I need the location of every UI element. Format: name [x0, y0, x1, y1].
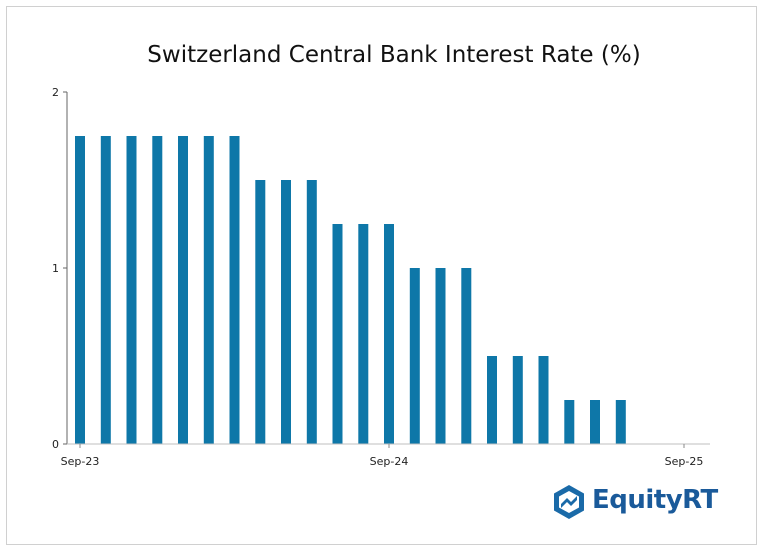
- bar-apr-25: [564, 400, 575, 444]
- chart-title: Switzerland Central Bank Interest Rate (…: [147, 42, 641, 68]
- equityrt-logo: EquityRT: [551, 484, 721, 520]
- x-tick-label-sep-25: Sep-25: [665, 455, 704, 468]
- bar-may-24: [281, 180, 291, 444]
- axes-group: 0 1 2 Sep-23 Sep-24 Sep-25: [52, 86, 710, 468]
- bar-jul-24: [332, 224, 343, 444]
- x-tick-label-sep-23: Sep-23: [61, 455, 100, 468]
- bar-nov-23: [126, 136, 137, 444]
- y-tick-label-1: 1: [52, 262, 59, 275]
- bar-jan-25: [487, 356, 497, 444]
- x-tick-label-sep-24: Sep-24: [370, 455, 409, 468]
- bars-group: [75, 136, 626, 444]
- bar-dec-24: [461, 268, 472, 444]
- bar-dec-23: [152, 136, 163, 444]
- bar-jan-24: [178, 136, 188, 444]
- bar-aug-24: [358, 224, 369, 444]
- y-tick-label-2: 2: [52, 86, 59, 99]
- y-tick-label-0: 0: [52, 438, 59, 451]
- equityrt-logo-icon: [554, 485, 584, 519]
- bar-oct-24: [409, 268, 420, 444]
- bar-mar-25: [538, 356, 549, 444]
- bar-may-25: [590, 400, 600, 444]
- bar-feb-25: [512, 356, 523, 444]
- bar-oct-23: [100, 136, 111, 444]
- logo-text: EquityRT: [592, 485, 718, 515]
- bar-feb-24: [203, 136, 214, 444]
- bar-nov-24: [435, 268, 446, 444]
- bar-apr-24: [255, 180, 266, 444]
- bar-sep-24: [384, 224, 394, 444]
- bar-jun-24: [306, 180, 317, 444]
- bar-mar-24: [229, 136, 240, 444]
- bar-sep-23: [75, 136, 85, 444]
- bar-jun-25: [615, 400, 626, 444]
